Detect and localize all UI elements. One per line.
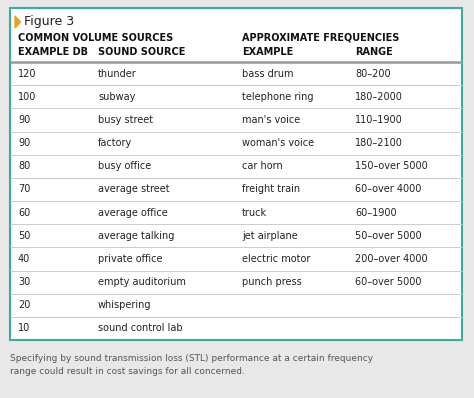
Text: 60–over 5000: 60–over 5000 (355, 277, 421, 287)
Text: whispering: whispering (98, 300, 152, 310)
Text: 110–1900: 110–1900 (355, 115, 403, 125)
Text: 60–over 4000: 60–over 4000 (355, 184, 421, 194)
Text: 180–2100: 180–2100 (355, 138, 403, 148)
Text: 200–over 4000: 200–over 4000 (355, 254, 428, 264)
Text: freight train: freight train (242, 184, 300, 194)
Text: APPROXIMATE FREQUENCIES: APPROXIMATE FREQUENCIES (242, 33, 400, 43)
Text: punch press: punch press (242, 277, 302, 287)
Text: subway: subway (98, 92, 136, 102)
Text: average talking: average talking (98, 231, 174, 241)
Text: woman's voice: woman's voice (242, 138, 314, 148)
Text: COMMON VOLUME SOURCES: COMMON VOLUME SOURCES (18, 33, 173, 43)
Text: 80: 80 (18, 161, 30, 171)
Text: 20: 20 (18, 300, 30, 310)
Text: 120: 120 (18, 68, 36, 78)
Text: private office: private office (98, 254, 163, 264)
Text: Specifying by sound transmission loss (STL) performance at a certain frequency
r: Specifying by sound transmission loss (S… (10, 354, 373, 375)
Text: Figure 3: Figure 3 (24, 16, 74, 29)
Text: car horn: car horn (242, 161, 283, 171)
Text: 90: 90 (18, 138, 30, 148)
Text: 90: 90 (18, 115, 30, 125)
Text: empty auditorium: empty auditorium (98, 277, 186, 287)
Text: EXAMPLE: EXAMPLE (242, 47, 293, 57)
Text: sound control lab: sound control lab (98, 324, 182, 334)
Text: thunder: thunder (98, 68, 137, 78)
Text: average office: average office (98, 208, 168, 218)
Text: busy office: busy office (98, 161, 151, 171)
Text: truck: truck (242, 208, 267, 218)
Text: man's voice: man's voice (242, 115, 300, 125)
Text: 100: 100 (18, 92, 36, 102)
Text: telephone ring: telephone ring (242, 92, 313, 102)
Text: 80–200: 80–200 (355, 68, 391, 78)
Text: average street: average street (98, 184, 170, 194)
Text: factory: factory (98, 138, 132, 148)
Text: 180–2000: 180–2000 (355, 92, 403, 102)
Text: bass drum: bass drum (242, 68, 293, 78)
Text: jet airplane: jet airplane (242, 231, 298, 241)
Text: 40: 40 (18, 254, 30, 264)
Text: busy street: busy street (98, 115, 153, 125)
Text: 60–1900: 60–1900 (355, 208, 397, 218)
Text: 150–over 5000: 150–over 5000 (355, 161, 428, 171)
Text: 10: 10 (18, 324, 30, 334)
Polygon shape (15, 16, 20, 28)
Text: 60: 60 (18, 208, 30, 218)
Text: 50: 50 (18, 231, 30, 241)
Text: 70: 70 (18, 184, 30, 194)
Text: SOUND SOURCE: SOUND SOURCE (98, 47, 185, 57)
Text: RANGE: RANGE (355, 47, 393, 57)
Text: electric motor: electric motor (242, 254, 310, 264)
Text: 50–over 5000: 50–over 5000 (355, 231, 422, 241)
Text: EXAMPLE DB: EXAMPLE DB (18, 47, 88, 57)
FancyBboxPatch shape (10, 8, 462, 340)
Text: 30: 30 (18, 277, 30, 287)
